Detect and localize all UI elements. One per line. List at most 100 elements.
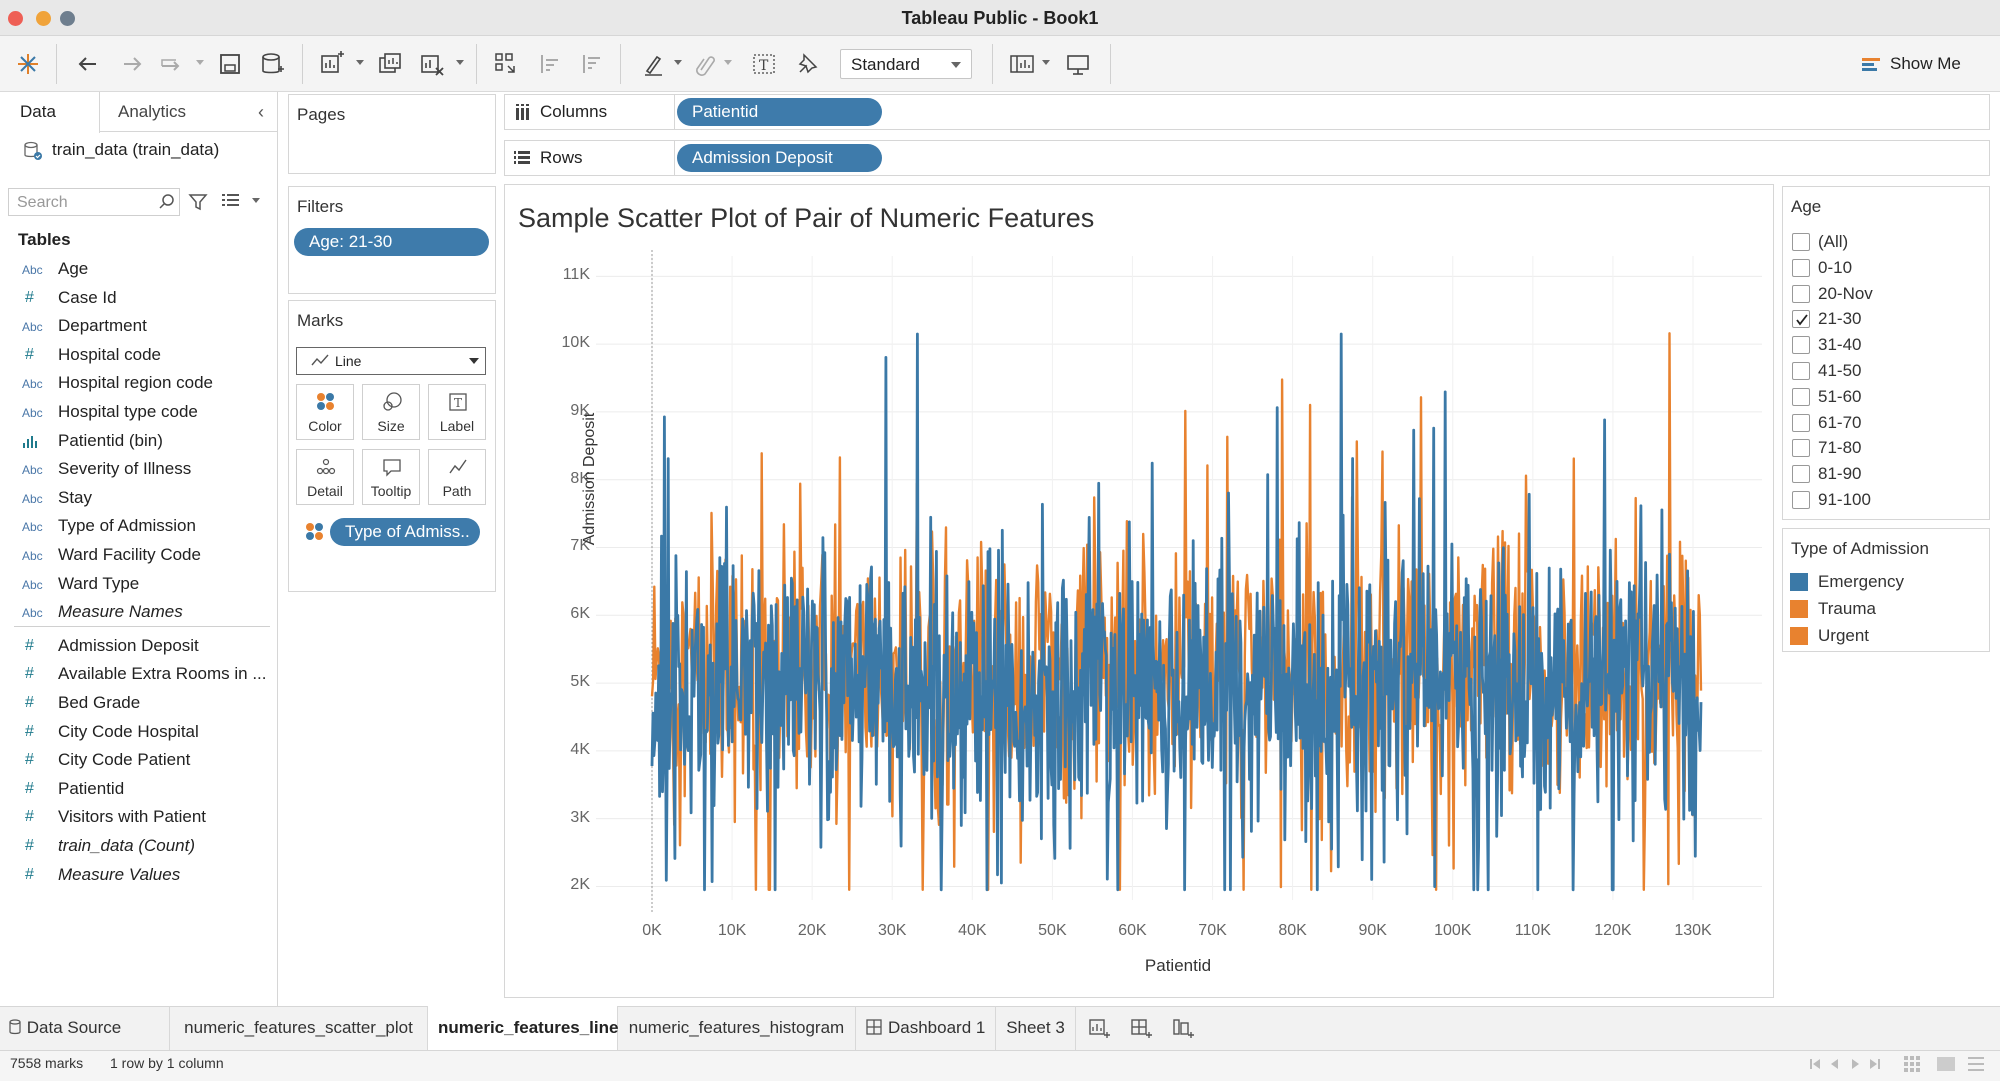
filmstrip-view-icon[interactable] (1936, 1056, 1956, 1072)
sheet-tab[interactable]: numeric_features_histogram (618, 1006, 856, 1050)
field-item[interactable]: # Case Id (22, 288, 272, 312)
minimize-window-button[interactable] (36, 11, 51, 26)
age-option[interactable]: 20-Nov (1792, 283, 1982, 305)
redo-icon[interactable] (118, 50, 146, 78)
age-option[interactable]: 0-10 (1792, 257, 1982, 279)
new-worksheet-tab-icon[interactable] (1088, 1016, 1112, 1040)
show-cards-dropdown-icon[interactable] (1042, 60, 1050, 65)
checkbox-icon[interactable] (1792, 284, 1810, 303)
replay-dropdown-icon[interactable] (196, 60, 204, 65)
show-cards-icon[interactable] (1008, 50, 1036, 78)
field-item[interactable]: Abc Ward Facility Code (22, 545, 272, 569)
sort-descending-icon[interactable] (578, 50, 606, 78)
field-item[interactable]: # Hospital code (22, 345, 272, 369)
checkbox-icon[interactable] (1792, 413, 1810, 432)
duplicate-sheet-icon[interactable] (376, 50, 404, 78)
series-line-emergency[interactable] (650, 332, 1703, 892)
presentation-mode-icon[interactable] (1064, 50, 1092, 78)
pin-icon[interactable] (794, 50, 822, 78)
age-option[interactable]: 71-80 (1792, 437, 1982, 459)
sheet-tab[interactable]: numeric_features_scatter_plot (170, 1006, 428, 1050)
field-item[interactable]: # Measure Values (22, 865, 272, 889)
highlight-icon[interactable] (640, 50, 668, 78)
tab-list-icon[interactable] (1968, 1056, 1986, 1072)
columns-shelf[interactable]: Columns Patientid (504, 94, 1990, 130)
tab-analytics[interactable]: Analytics (118, 102, 187, 121)
checkbox-icon[interactable] (1792, 362, 1810, 380)
clear-sheet-icon[interactable] (418, 50, 446, 78)
fit-select[interactable]: Standard (840, 49, 972, 79)
view-options-dropdown-icon[interactable] (252, 198, 260, 203)
field-item[interactable]: Abc Department (22, 316, 272, 340)
legend-item[interactable]: Urgent (1790, 626, 1980, 648)
new-dashboard-tab-icon[interactable] (1130, 1016, 1154, 1040)
age-option[interactable]: 41-50 (1792, 360, 1982, 382)
age-option[interactable]: 91-100 (1792, 489, 1982, 511)
legend-item[interactable]: Emergency (1790, 572, 1980, 594)
label-button[interactable]: T Label (428, 384, 486, 440)
close-window-button[interactable] (8, 11, 23, 26)
size-button[interactable]: Size (362, 384, 420, 440)
field-item[interactable]: # train_data (Count) (22, 836, 272, 860)
new-worksheet-dropdown-icon[interactable] (356, 60, 364, 65)
clear-sheet-dropdown-icon[interactable] (456, 60, 464, 65)
sheet-nav-icons[interactable] (1808, 1056, 1888, 1072)
field-item[interactable]: # Admission Deposit (22, 636, 272, 660)
color-button[interactable]: Color (296, 384, 354, 440)
search-input[interactable]: Search (8, 188, 180, 216)
legend-item[interactable]: Trauma (1790, 599, 1980, 621)
tab-data-source[interactable]: Data Source (0, 1006, 170, 1050)
age-option[interactable]: (All) (1792, 231, 1982, 253)
sheet-tab[interactable]: numeric_features_line (428, 1006, 618, 1050)
field-item[interactable]: Abc Severity of Illness (22, 459, 272, 483)
collapse-pane-icon[interactable]: ‹ (258, 102, 264, 122)
field-item[interactable]: # City Code Patient (22, 750, 272, 774)
tableau-logo-icon[interactable] (14, 50, 42, 78)
field-item[interactable]: # Patientid (22, 779, 272, 803)
series-line-trauma[interactable] (650, 332, 1703, 891)
checkbox-icon[interactable] (1792, 465, 1810, 484)
field-item[interactable]: Abc Age (22, 259, 272, 283)
checkbox-icon[interactable] (1792, 491, 1810, 509)
replay-icon[interactable] (158, 50, 186, 78)
field-item[interactable]: # Visitors with Patient (22, 807, 272, 831)
field-item[interactable]: # Bed Grade (22, 693, 272, 717)
mark-type-select[interactable]: Line (296, 347, 486, 375)
save-icon[interactable] (216, 50, 244, 78)
columns-pill-patientid[interactable]: Patientid (677, 98, 882, 126)
color-pill-type-of-admission[interactable]: Type of Admiss.. (330, 518, 480, 546)
new-worksheet-icon[interactable] (318, 50, 346, 78)
detail-button[interactable]: Detail (296, 449, 354, 505)
sheet-tab[interactable]: Dashboard 1 (856, 1006, 996, 1050)
checkbox-icon[interactable] (1792, 258, 1810, 277)
zoom-window-button[interactable] (60, 11, 75, 26)
field-item[interactable]: Abc Hospital type code (22, 402, 272, 426)
field-item[interactable]: Abc Type of Admission (22, 516, 272, 540)
grid-view-icon[interactable] (1904, 1056, 1922, 1072)
new-story-tab-icon[interactable] (1172, 1016, 1196, 1040)
rows-shelf[interactable]: Rows Admission Deposit (504, 140, 1990, 176)
path-button[interactable]: Path (428, 449, 486, 505)
age-option[interactable]: 51-60 (1792, 386, 1982, 408)
show-mark-labels-icon[interactable]: T (750, 50, 778, 78)
view-options-icon[interactable] (222, 193, 240, 209)
age-option[interactable]: 61-70 (1792, 412, 1982, 434)
field-item[interactable]: Abc Ward Type (22, 574, 272, 598)
field-item[interactable]: # City Code Hospital (22, 722, 272, 746)
new-data-source-icon[interactable] (258, 50, 286, 78)
show-me-button[interactable]: Show Me (1890, 54, 1961, 73)
field-item[interactable]: Abc Measure Names (22, 602, 272, 626)
highlight-dropdown-icon[interactable] (674, 60, 682, 65)
age-option[interactable]: 81-90 (1792, 463, 1982, 485)
undo-icon[interactable] (74, 50, 102, 78)
age-option[interactable]: 31-40 (1792, 334, 1982, 356)
checkbox-icon[interactable] (1792, 233, 1810, 251)
filter-pill-age[interactable]: Age: 21-30 (294, 228, 489, 256)
age-option[interactable]: 21-30 (1792, 308, 1982, 330)
rows-pill-admission-deposit[interactable]: Admission Deposit (677, 144, 882, 172)
group-members-icon[interactable] (692, 50, 720, 78)
field-item[interactable]: Abc Stay (22, 488, 272, 512)
field-item[interactable]: Patientid (bin) (22, 431, 272, 455)
checkbox-icon[interactable] (1792, 387, 1810, 406)
